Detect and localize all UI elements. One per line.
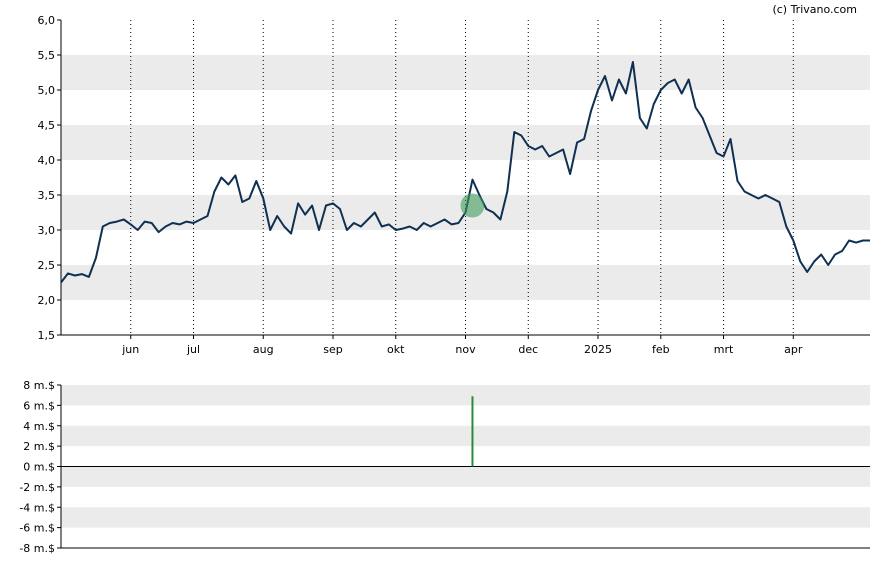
price-band [61,265,870,300]
volume-y-ticks: 8 m.$ 6 m.$ 4 m.$ 2 m.$ 0 m.$ -2 m.$ -4 m.$ -6 … [19,379,61,555]
y-tick-label: 5,0 [38,84,56,97]
price-bands [61,55,870,300]
y-tick-label: 2,0 [38,294,56,307]
x-tick-label: jul [186,343,200,356]
volume-bands [61,385,870,528]
x-tick-label: jun [121,343,139,356]
volume-y-tick-label: -8 m.$ [19,542,55,555]
copyright-text: (c) Trivano.com [772,3,857,16]
volume-band [61,466,870,487]
y-tick-label: 3,5 [38,189,56,202]
x-tick-label: mrt [714,343,734,356]
y-tick-label: 6,0 [38,14,56,27]
x-tick-label: sep [323,343,342,356]
volume-band [61,425,870,447]
y-tick-label: 2,5 [38,259,56,272]
volume-y-tick-label: -4 m.$ [19,501,55,514]
x-tick-label: feb [652,343,670,356]
volume-y-tick-label: -2 m.$ [19,481,55,494]
volume-y-tick-label: 0 m.$ [23,461,55,474]
price-band [61,125,870,160]
volume-y-tick-label: 4 m.$ [23,420,55,433]
y-tick-label: 3,0 [38,224,56,237]
y-tick-label: 4,0 [38,154,56,167]
volume-band [61,507,870,528]
y-tick-label: 4,5 [38,119,56,132]
volume-y-tick-label: 6 m.$ [23,399,55,412]
volume-y-tick-label: -6 m.$ [19,522,55,535]
x-tick-label: aug [253,343,274,356]
y-tick-label: 1,5 [38,329,56,342]
x-tick-label: dec [518,343,538,356]
volume-y-tick-label: 2 m.$ [23,440,55,453]
price-x-ticks: jun jul aug sep okt nov dec 2025 feb mrt apr [121,335,803,356]
x-tick-label: 2025 [584,343,612,356]
x-tick-label: nov [455,343,476,356]
signal-marker [460,193,485,218]
x-tick-label: okt [387,343,405,356]
price-month-gridlines [130,20,794,335]
volume-band [61,385,870,406]
y-tick-label: 5,5 [38,49,56,62]
price-y-ticks: 1,5 2,0 2,5 3,0 3,5 4,0 4,5 5,0 5,5 6,0 [38,14,61,342]
volume-y-tick-label: 8 m.$ [23,379,55,392]
x-tick-label: apr [784,343,803,356]
